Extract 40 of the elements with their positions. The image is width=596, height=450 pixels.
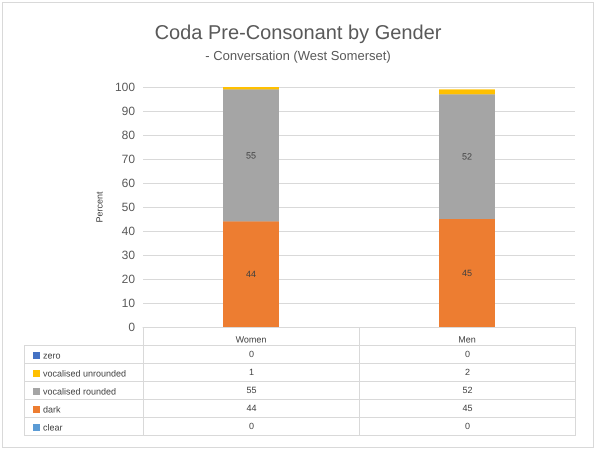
data-label: 0 [143, 417, 360, 436]
data-label: 44 [143, 399, 360, 418]
legend-label: vocalised rounded [43, 386, 116, 396]
x-tick-label: Men [458, 334, 476, 344]
legend-label: dark [43, 404, 62, 414]
data-label: 55 [143, 381, 360, 400]
bar [439, 219, 495, 327]
text: 55 [246, 150, 256, 160]
y-tick-label: 60 [122, 176, 136, 190]
data-label: 52 [359, 381, 576, 400]
bar [439, 94, 495, 219]
chart-subtitle: - Conversation (West Somerset) [205, 48, 391, 63]
y-tick-label: 70 [122, 152, 136, 166]
legend-label: vocalised unrounded [43, 368, 126, 378]
y-axis-title: Percent [94, 191, 105, 223]
x-tick-label: Women [236, 334, 266, 344]
y-tick-label: 0 [128, 320, 136, 334]
y-tick-label: 100 [114, 80, 136, 94]
y-tick-label: 10 [122, 296, 136, 310]
text: 45 [462, 268, 472, 278]
text: 52 [462, 152, 472, 162]
legend-label: clear [43, 422, 63, 432]
legend-label: zero [43, 350, 61, 360]
data-label: 0 [359, 345, 576, 364]
data-label: 2 [359, 363, 576, 382]
y-tick-label: 40 [122, 224, 136, 238]
data-label: 1 [143, 363, 360, 382]
y-tick-label: 80 [122, 128, 136, 142]
data-label: 0 [359, 417, 576, 436]
bar [223, 89, 279, 222]
chart-title: Coda Pre-Consonant by Gender [154, 22, 442, 44]
data-label: 45 [359, 399, 576, 418]
y-tick-label: 50 [122, 200, 136, 214]
bar [439, 89, 495, 94]
y-tick-label: 30 [122, 248, 136, 262]
y-tick-label: 90 [122, 104, 136, 118]
bar [223, 221, 279, 327]
y-tick-label: 20 [122, 272, 136, 286]
data-label: 0 [143, 345, 360, 364]
text: 44 [246, 269, 256, 280]
